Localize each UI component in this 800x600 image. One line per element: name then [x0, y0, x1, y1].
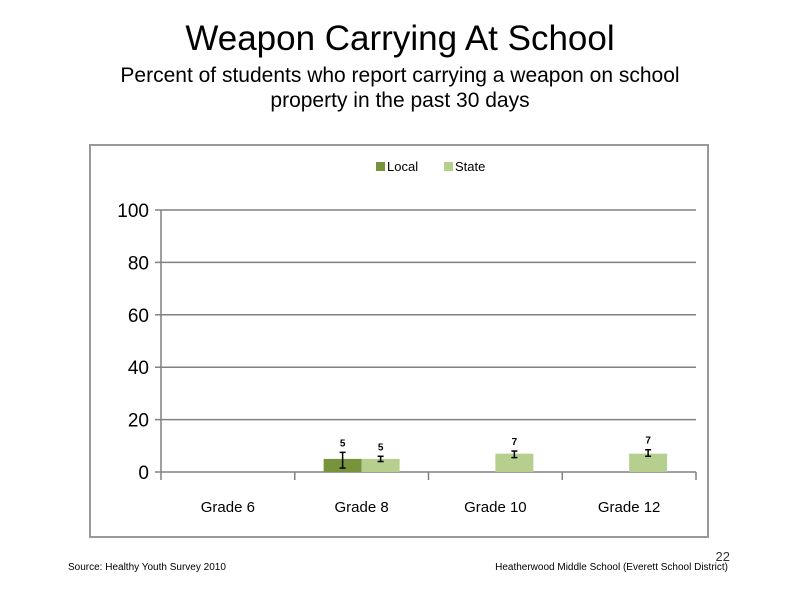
x-tick-label: Grade 12: [598, 499, 661, 516]
x-tick-label: Grade 10: [464, 499, 527, 516]
footer-school: Heatherwood Middle School (Everett Schoo…: [495, 562, 728, 573]
y-tick-label: 40: [128, 358, 149, 379]
legend-label-local: Local: [387, 159, 418, 174]
y-tick-label: 80: [128, 253, 149, 274]
data-label: 5: [340, 438, 346, 449]
chart-subtitle: Percent of students who report carrying …: [120, 64, 680, 112]
data-label: 7: [512, 437, 518, 448]
chart-title: Weapon Carrying At School: [185, 19, 615, 58]
data-label: 7: [645, 436, 651, 447]
legend-label-state: State: [455, 159, 485, 174]
y-tick-label: 100: [117, 201, 149, 222]
legend-swatch-local: [376, 162, 385, 171]
legend-swatch-state: [444, 162, 453, 171]
bar-state: [629, 453, 668, 472]
x-tick-label: Grade 6: [201, 499, 255, 516]
y-tick-label: 20: [128, 411, 149, 432]
data-label: 5: [378, 442, 384, 453]
y-tick-label: 0: [138, 463, 149, 484]
bar-state: [495, 453, 534, 472]
bar-state: [361, 458, 400, 472]
footer-source: Source: Healthy Youth Survey 2010: [68, 562, 226, 573]
page-number: 22: [715, 549, 730, 564]
y-tick-label: 60: [128, 306, 149, 327]
x-tick-label: Grade 8: [335, 499, 389, 516]
